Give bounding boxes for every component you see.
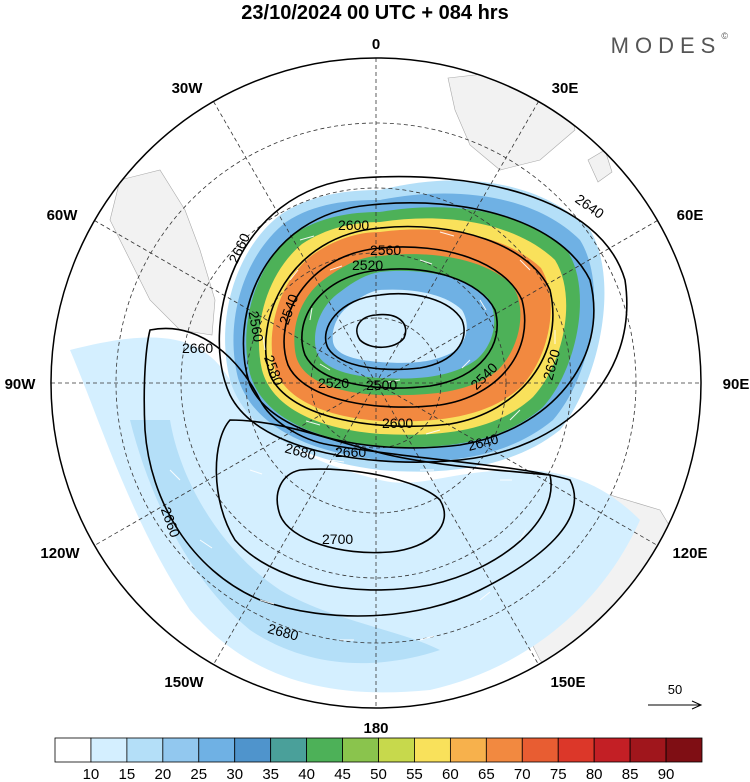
contour-label: 2600: [338, 217, 369, 233]
longitude-label-180: 180: [363, 720, 388, 737]
colorbar-swatch: [162, 737, 200, 763]
wind-vectors: [169, 231, 556, 641]
colorbar-tick-label: 80: [586, 766, 603, 782]
map-border: [50, 57, 702, 709]
colorbar-swatch: [593, 737, 631, 763]
contour-label: 2660: [335, 444, 366, 460]
colorbar-tick-label: 45: [334, 766, 351, 782]
longitude-label-90w: 90W: [5, 376, 37, 393]
longitude-labels: 0 30E 60E 90E 120E 150E 180 150W 120W 90…: [5, 36, 750, 737]
colorbar-tick-label: 75: [550, 766, 567, 782]
colorbar-swatch: [557, 737, 595, 763]
vector-reference: 50: [648, 682, 703, 710]
contour-label: 2640: [466, 430, 500, 454]
continent-south-america: [109, 169, 216, 336]
contour-label: 2560: [370, 242, 401, 258]
graticule: [51, 58, 701, 708]
contour-label: 2520: [318, 375, 349, 391]
longitude-label-120e: 120E: [672, 545, 707, 562]
colorbar-swatch: [665, 737, 703, 763]
colorbar: 10 15 20 25 30 35 40 45 50 55 60 65 70 75 80 85 90: [54, 737, 703, 782]
colorbar-tick-label: 40: [298, 766, 315, 782]
colorbar-tick-label: 10: [83, 766, 100, 782]
colorbar-swatch: [306, 737, 343, 763]
colorbar-tick-label: 15: [119, 766, 136, 782]
colorbar-tick-label: 35: [262, 766, 279, 782]
longitude-label-60w: 60W: [47, 207, 79, 224]
colorbar-swatch: [126, 737, 164, 763]
contour-label: 2680: [283, 440, 317, 464]
contour-label: 2560: [246, 310, 267, 344]
contour-label: 2700: [322, 531, 353, 547]
colorbar-swatch: [54, 737, 92, 763]
colorbar-swatch: [629, 737, 667, 763]
colorbar-tick-label: 25: [190, 766, 207, 782]
colorbar-swatch: [90, 737, 128, 763]
longitude-label-30e: 30E: [552, 80, 579, 97]
colorbar-swatch: [378, 737, 415, 763]
continent-madagascar: [587, 149, 613, 183]
map-disk: [51, 58, 701, 708]
colorbar-swatch: [342, 737, 379, 763]
colorbar-tick-label: 85: [622, 766, 639, 782]
colorbar-tick-label: 90: [658, 766, 675, 782]
contour-label: 2660: [182, 340, 213, 356]
longitude-label-150e: 150E: [550, 674, 585, 691]
colorbar-tick-label: 55: [406, 766, 423, 782]
longitude-label-60e: 60E: [677, 207, 704, 224]
height-contours: [143, 175, 628, 617]
map-title: 23/10/2024 00 UTC + 084 hrs: [241, 2, 509, 24]
colorbar-tick-label: 70: [514, 766, 531, 782]
longitude-label-150w: 150W: [164, 674, 204, 691]
colorbar-tick-label: 20: [154, 766, 171, 782]
longitude-label-0: 0: [372, 36, 380, 53]
brand-logo: MODES©: [610, 31, 728, 58]
colorbar-tick-label: 50: [370, 766, 387, 782]
contour-label: 2500: [366, 377, 397, 393]
colorbar-tick-label: 60: [442, 766, 459, 782]
longitude-label-30w: 30W: [172, 80, 204, 97]
colorbar-swatch: [198, 737, 236, 763]
wind-speed-shading: [70, 180, 640, 693]
longitude-label-90e: 90E: [723, 376, 750, 393]
contour-label: 2620: [540, 347, 564, 381]
contour-label: 2600: [382, 415, 413, 431]
colorbar-tick-label: 65: [478, 766, 495, 782]
colorbar-swatch: [234, 737, 272, 763]
vector-reference-label: 50: [668, 682, 682, 697]
arrow-right-icon: [648, 700, 703, 710]
contour-label: 2520: [352, 257, 383, 273]
contour-label: 2680: [266, 620, 300, 644]
colorbar-swatch: [449, 737, 487, 763]
colorbar-swatch: [270, 737, 308, 763]
colorbar-swatch: [521, 737, 559, 763]
colorbar-swatch: [414, 737, 451, 763]
longitude-label-120w: 120W: [40, 545, 80, 562]
colorbar-swatch: [485, 737, 523, 763]
colorbar-tick-label: 30: [226, 766, 243, 782]
